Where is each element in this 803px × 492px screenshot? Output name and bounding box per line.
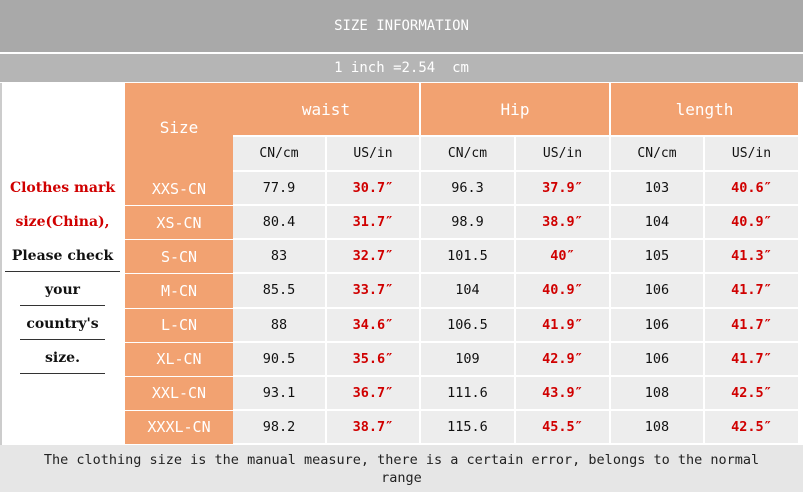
note-underline [20, 305, 105, 306]
cn-cell: 90.5 [233, 342, 325, 375]
cn-cell: 88 [233, 308, 325, 341]
size-cell: M-CN [125, 274, 233, 308]
note-underline [5, 271, 120, 272]
cn-cell: 105 [611, 240, 703, 273]
cn-cell: 93.1 [233, 376, 325, 409]
size-cell: XS-CN [125, 206, 233, 240]
size-cell: XXS-CN [125, 172, 233, 206]
size-cell: XXL-CN [125, 376, 233, 410]
us-cell: 41.7″ [705, 274, 798, 307]
group-header: waist [233, 83, 419, 135]
us-cell: 34.6″ [327, 308, 419, 341]
size-cell: XL-CN [125, 342, 233, 376]
cn-cell: 104 [421, 274, 514, 307]
cn-cell: 85.5 [233, 274, 325, 307]
us-cell: 31.7″ [327, 206, 419, 239]
cn-cell: 115.6 [421, 410, 514, 443]
us-cell: 36.7″ [327, 376, 419, 409]
note-underline [20, 373, 105, 374]
cn-cell: 108 [611, 410, 703, 443]
unit-header: US/in [705, 137, 798, 170]
conversion: 1 inch =2.54 cm [0, 54, 803, 82]
us-cell: 40.9″ [705, 206, 798, 239]
note-line: country's [26, 316, 99, 332]
cn-cell: 111.6 [421, 376, 514, 409]
note-line: size. [45, 350, 80, 366]
cn-cell: 77.9 [233, 172, 325, 205]
note-line: Please check [11, 248, 114, 264]
note-line: size(China), [15, 214, 110, 230]
cn-cell: 101.5 [421, 240, 514, 273]
us-cell: 41.7″ [705, 342, 798, 375]
cn-cell: 106 [611, 342, 703, 375]
us-cell: 45.5″ [516, 410, 609, 443]
unit-header: CN/cm [233, 137, 325, 170]
size-cell: L-CN [125, 308, 233, 342]
footer-note: The clothing size is the manual measure,… [0, 445, 803, 492]
us-cell: 42.5″ [705, 376, 798, 409]
group-header: length [611, 83, 798, 135]
unit-header: US/in [327, 137, 419, 170]
unit-header: CN/cm [611, 137, 703, 170]
us-cell: 41.9″ [516, 308, 609, 341]
cn-cell: 96.3 [421, 172, 514, 205]
us-cell: 35.6″ [327, 342, 419, 375]
us-cell: 40.6″ [705, 172, 798, 205]
note-underline [20, 339, 105, 340]
title: SIZE INFORMATION [0, 0, 803, 52]
us-cell: 43.9″ [516, 376, 609, 409]
cn-cell: 98.2 [233, 410, 325, 443]
us-cell: 40″ [516, 240, 609, 273]
note-line: your [44, 282, 81, 298]
us-cell: 38.7″ [327, 410, 419, 443]
cn-cell: 109 [421, 342, 514, 375]
cn-cell: 83 [233, 240, 325, 273]
cn-cell: 80.4 [233, 206, 325, 239]
us-cell: 41.7″ [705, 308, 798, 341]
size-header: Size [125, 83, 233, 172]
group-header: Hip [421, 83, 609, 135]
us-cell: 37.9″ [516, 172, 609, 205]
us-cell: 42.9″ [516, 342, 609, 375]
unit-header: US/in [516, 137, 609, 170]
size-cell: XXXL-CN [125, 410, 233, 444]
cn-cell: 98.9 [421, 206, 514, 239]
size-cell: S-CN [125, 240, 233, 274]
cn-cell: 108 [611, 376, 703, 409]
unit-header: CN/cm [421, 137, 514, 170]
left-border [0, 83, 2, 445]
us-cell: 32.7″ [327, 240, 419, 273]
cn-cell: 106.5 [421, 308, 514, 341]
us-cell: 42.5″ [705, 410, 798, 443]
us-cell: 40.9″ [516, 274, 609, 307]
cn-cell: 104 [611, 206, 703, 239]
cn-cell: 103 [611, 172, 703, 205]
cn-cell: 106 [611, 308, 703, 341]
us-cell: 41.3″ [705, 240, 798, 273]
us-cell: 30.7″ [327, 172, 419, 205]
cn-cell: 106 [611, 274, 703, 307]
us-cell: 38.9″ [516, 206, 609, 239]
note-line: Clothes mark [9, 180, 116, 196]
us-cell: 33.7″ [327, 274, 419, 307]
